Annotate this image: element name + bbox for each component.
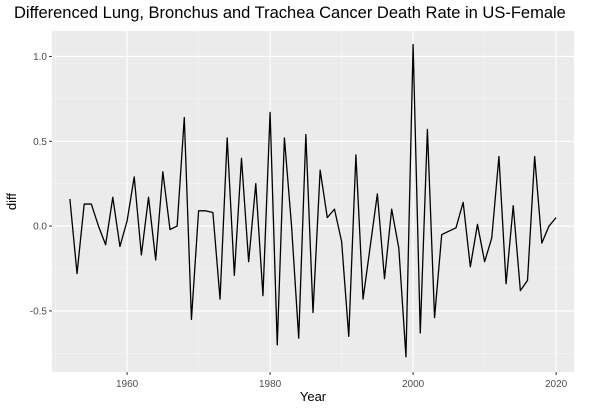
x-tick-label: 2020 [545, 379, 568, 390]
minor-gridlines [52, 31, 574, 372]
x-axis-title: Year [300, 389, 327, 404]
y-tick-label: 1.0 [33, 52, 47, 63]
plot-panel [52, 31, 574, 372]
y-tick-label: 0.5 [33, 137, 47, 148]
chart-title: Differenced Lung, Bronchus and Trachea C… [14, 4, 566, 22]
y-tick-label: -0.5 [30, 306, 48, 317]
series-line [69, 43, 557, 358]
major-gridlines [52, 31, 574, 372]
y-axis-ticks: -0.5 0.0 0.5 1.0 [30, 52, 52, 317]
y-axis-title: diff [4, 193, 19, 210]
x-axis-ticks: 1960 1980 2000 2020 [116, 372, 568, 390]
x-tick-label: 2000 [402, 379, 425, 390]
x-tick-label: 1960 [116, 379, 139, 390]
y-tick-label: 0.0 [33, 222, 47, 233]
x-tick-label: 1980 [259, 379, 282, 390]
